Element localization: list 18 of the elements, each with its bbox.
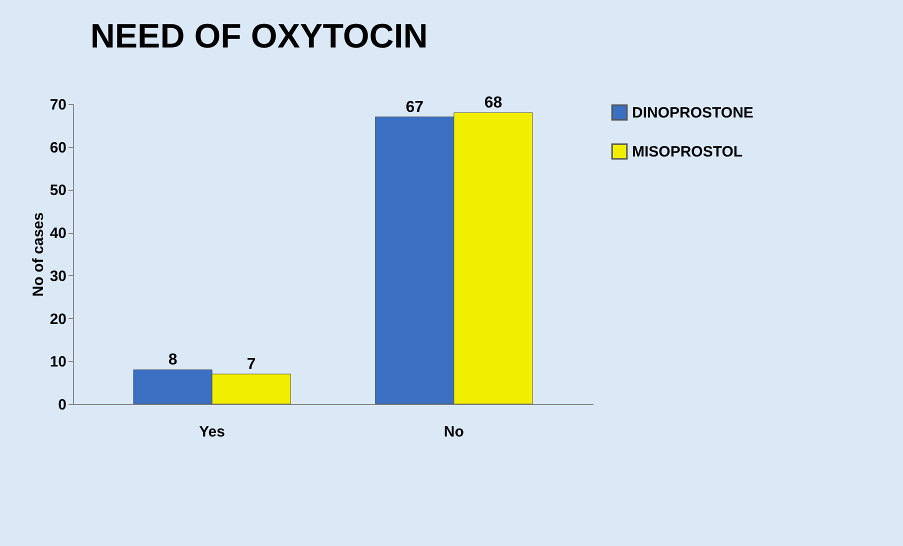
data-label: 68: [484, 94, 502, 112]
data-label: 67: [406, 98, 424, 116]
chart-title: NEED OF OXYTOCIN: [90, 18, 428, 56]
y-tick-label: 60: [50, 139, 66, 156]
y-tick-label: 40: [50, 225, 66, 242]
y-tick-label: 0: [58, 396, 66, 414]
y-tick-label: 20: [50, 310, 66, 328]
legend-label: DINOPROSTONE: [632, 104, 754, 122]
y-tick-label: 70: [50, 96, 66, 114]
legend-label: MISOPROSTOL: [632, 144, 743, 160]
y-axis-title: No of cases: [30, 212, 47, 297]
y-tick-label: 10: [50, 354, 66, 371]
y-tick-label: 50: [50, 182, 66, 200]
x-tick-label: Yes: [199, 424, 226, 440]
data-label: 8: [168, 352, 178, 369]
data-label: 7: [246, 356, 256, 373]
y-tick-label: 30: [50, 268, 66, 285]
x-tick-label: No: [444, 424, 464, 440]
